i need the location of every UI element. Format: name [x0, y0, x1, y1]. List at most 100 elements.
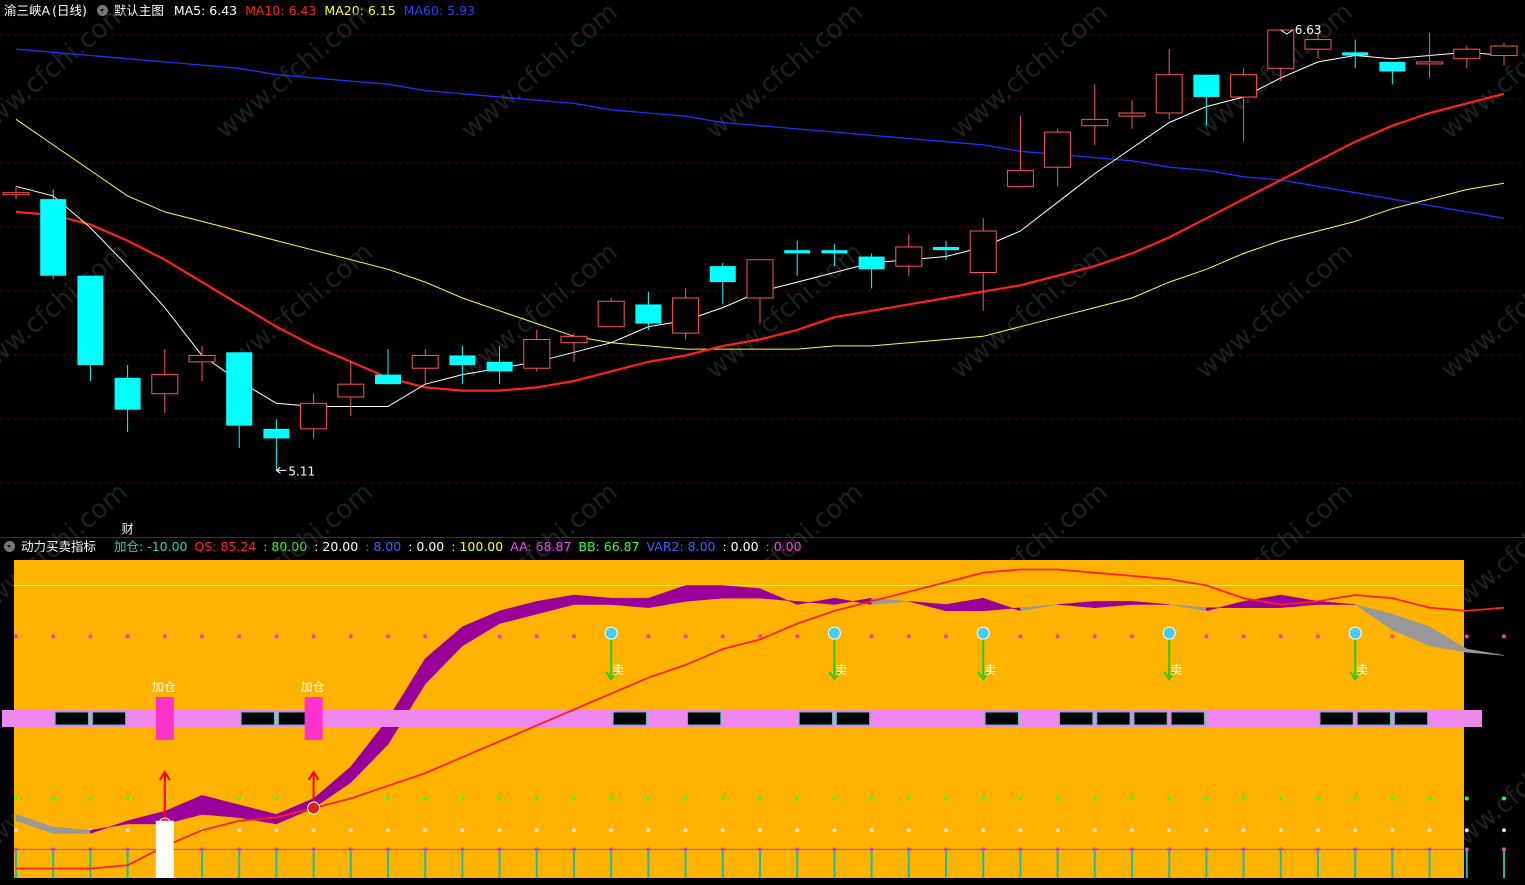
state-bar-cell: [240, 711, 275, 726]
aa-bb-band: [1020, 604, 1058, 612]
sell-signal-icon: [1348, 626, 1362, 640]
price-annotations: 6.63 5.11 财: [122, 23, 1322, 536]
level-dot-8: [646, 828, 651, 833]
level-dot-80: [720, 634, 725, 639]
level-dot-20: [795, 796, 800, 801]
level-dot-80: [1018, 634, 1023, 639]
ma-legend-item: MA60: 5.93: [403, 3, 475, 18]
candle-body-up: [1453, 48, 1481, 60]
level-dot-80: [1241, 634, 1246, 639]
indicator-legend-item: : 0.00: [765, 539, 802, 554]
candlesticks[interactable]: [2, 29, 1518, 471]
level-dot-20: [534, 796, 539, 801]
level-dot-20: [1278, 796, 1283, 801]
add-position-block: [155, 697, 174, 740]
level-dot-80: [348, 634, 353, 639]
level-dot-80: [944, 634, 948, 639]
indicator-panel[interactable]: 加仓 加仓 卖 卖 卖 卖 卖: [2, 560, 1506, 878]
level-dot-20: [1353, 796, 1358, 801]
state-bar-cell: [835, 711, 871, 726]
level-dot-80: [386, 634, 390, 639]
sell-arrow-icon: [977, 671, 990, 681]
candle-body-down: [858, 256, 885, 270]
level-dot-8: [1092, 828, 1097, 833]
level-dot-20: [88, 796, 93, 801]
level-dot-8: [497, 828, 502, 833]
level-dot-8: [720, 828, 725, 833]
level-dot-8: [609, 828, 614, 833]
level-dot-80: [1464, 634, 1469, 639]
finance-marker[interactable]: 财: [122, 522, 134, 536]
level-dot-8: [1204, 828, 1209, 833]
level-dot-80: [497, 634, 502, 639]
sell-signal-icon: [604, 626, 618, 640]
indicator-legend-item: QS: 85.24: [194, 539, 257, 554]
candle-body-up: [337, 383, 365, 398]
indicator-legend-item: 加仓: -10.00: [114, 539, 188, 554]
ma-legend: MA5: 6.43 MA10: 6.43 MA20: 6.15 MA60: 5.93: [174, 3, 483, 18]
level-dot-80: [1055, 634, 1060, 639]
candle-body-up: [969, 230, 997, 273]
level-dot-20: [683, 796, 688, 801]
chart-period[interactable]: (日线): [52, 3, 87, 18]
ma-legend-item: MA5: 6.43: [173, 3, 238, 18]
candle-body-down: [821, 250, 848, 254]
candle-body-up: [1155, 74, 1183, 114]
level-dot-8: [795, 828, 800, 833]
level-dot-20: [1055, 796, 1060, 801]
state-bar-cell: [687, 711, 722, 726]
candle-body-up: [188, 354, 216, 363]
sell-arrow-icon: [605, 671, 618, 681]
candle-body-up: [895, 246, 923, 267]
sell-arrow-icon: [828, 671, 841, 681]
candle-body-up: [2, 192, 30, 196]
candle-body-down: [226, 352, 253, 426]
indicator-legend-item: : 0.00: [408, 539, 445, 554]
indicator-name[interactable]: 动力买卖指标: [21, 539, 97, 554]
candle-body-down: [77, 275, 104, 366]
sell-label: 卖: [612, 663, 624, 677]
state-bar-cell: [1356, 711, 1391, 726]
dropdown-icon[interactable]: [96, 5, 108, 16]
candle-body-up: [1044, 131, 1072, 168]
level-dot-80: [237, 634, 242, 639]
main-chart-header: 渝三峡A (日线) 默认主图 MA5: 6.43 MA10: 6.43 MA20: 6.…: [0, 0, 489, 22]
sell-signal-icon: [976, 626, 990, 640]
candle-body-up: [1490, 45, 1518, 57]
level-dot-8: [1316, 828, 1320, 833]
level-dot-8: [348, 828, 353, 833]
stock-name[interactable]: 渝三峡A: [4, 3, 51, 18]
aa-bb-band: [1466, 648, 1505, 656]
level-dot-80: [646, 634, 651, 639]
sell-label: 卖: [1356, 663, 1368, 677]
candle-body-down: [449, 355, 476, 366]
level-dot-80: [758, 634, 762, 639]
level-dot-80: [51, 634, 56, 639]
chart-template[interactable]: 默认主图: [113, 3, 164, 18]
level-dot-80: [311, 634, 316, 639]
level-dot-8: [981, 828, 986, 833]
indicator-legend-item: : 0.00: [722, 539, 759, 554]
candle-body-up: [1304, 39, 1332, 50]
level-dot-20: [274, 796, 279, 801]
level-dot-8: [758, 828, 762, 833]
level-dot-20: [981, 796, 986, 801]
level-dot-8: [572, 828, 576, 833]
dropdown-icon[interactable]: [4, 541, 15, 552]
candle-body-up: [672, 297, 700, 334]
candle-body-down: [114, 377, 141, 410]
level-dot-20: [646, 796, 651, 801]
level-dot-20: [1018, 796, 1023, 801]
indicator-legend-item: : 20.00: [314, 539, 359, 554]
candle-body-down: [486, 361, 513, 372]
panel-separator[interactable]: [0, 537, 1525, 538]
level-dot-8: [1427, 828, 1432, 833]
candle-body-up: [300, 402, 328, 430]
candle-body-up: [1006, 169, 1034, 187]
level-dot-8: [1130, 828, 1134, 833]
level-dot-8: [869, 828, 874, 833]
level-dot-20: [237, 796, 242, 801]
buy-arrow-icon: [307, 770, 320, 781]
candle-body-up: [1118, 112, 1146, 117]
